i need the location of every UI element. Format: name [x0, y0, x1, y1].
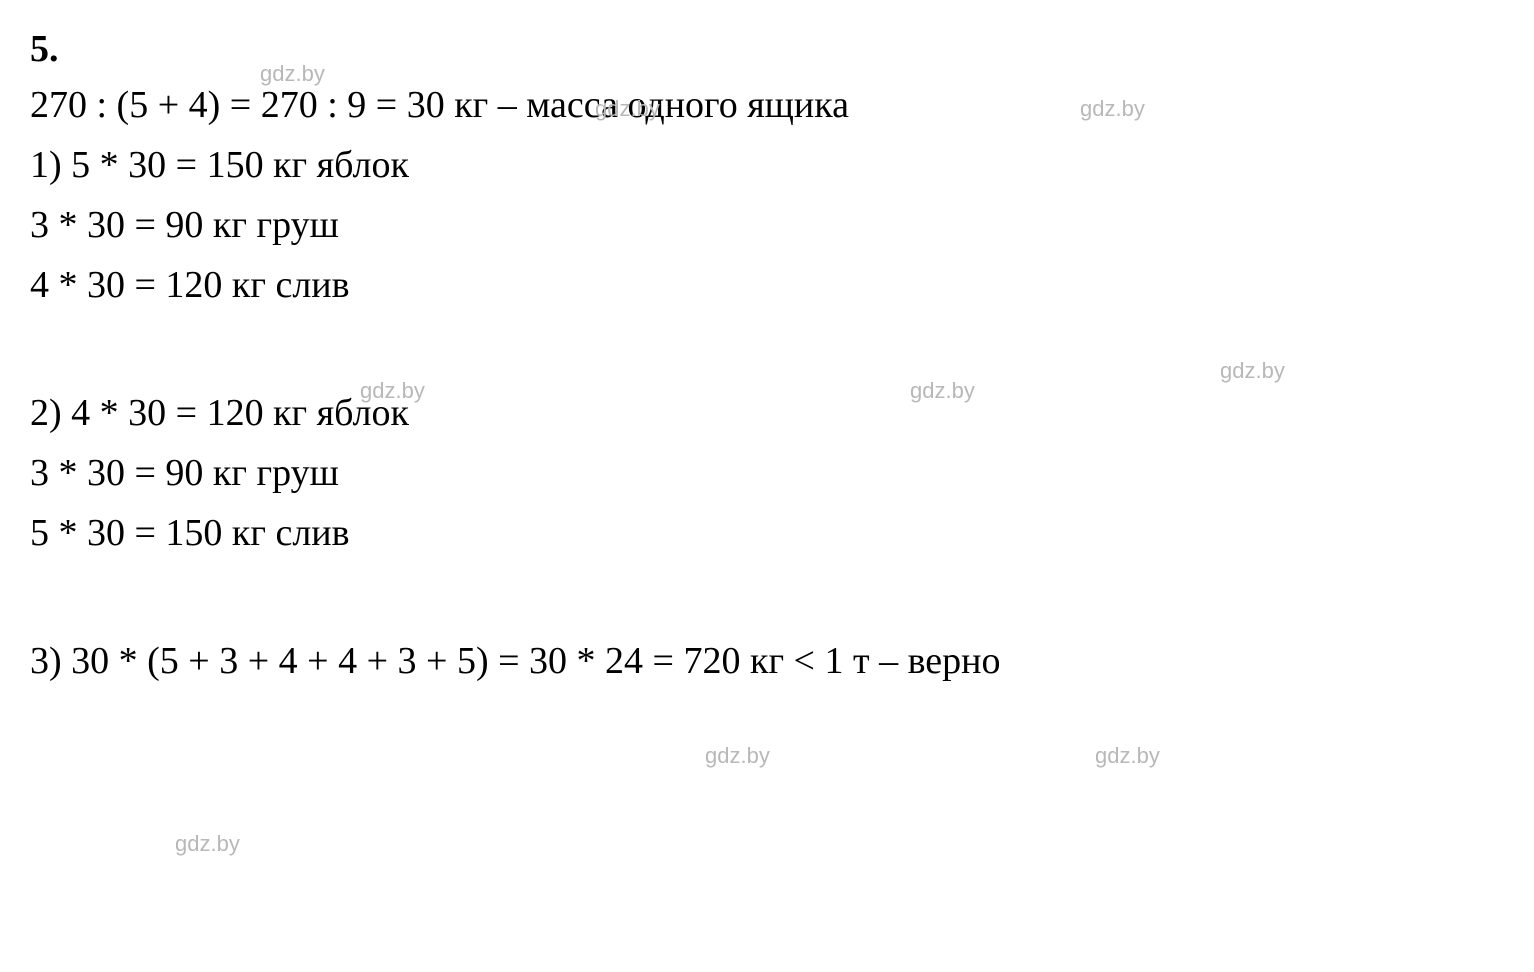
- watermark-5: gdz.by: [1220, 360, 1285, 382]
- math-line-0: 270 : (5 + 4) = 270 : 9 = 30 кг – масса …: [30, 86, 1504, 124]
- watermark-7: gdz.by: [1095, 745, 1160, 767]
- math-line-6: 5 * 30 = 150 кг слив: [30, 514, 1504, 552]
- math-line-1: 1) 5 * 30 = 150 кг яблок: [30, 146, 1504, 184]
- problem-number: 5.: [30, 30, 1504, 68]
- watermark-6: gdz.by: [705, 745, 770, 767]
- math-line-5: 3 * 30 = 90 кг груш: [30, 454, 1504, 492]
- math-line-7: 3) 30 * (5 + 3 + 4 + 4 + 3 + 5) = 30 * 2…: [30, 642, 1504, 680]
- math-line-2: 3 * 30 = 90 кг груш: [30, 206, 1504, 244]
- math-line-4: 2) 4 * 30 = 120 кг яблок: [30, 394, 1504, 432]
- watermark-8: gdz.by: [175, 833, 240, 855]
- math-line-3: 4 * 30 = 120 кг слив: [30, 266, 1504, 304]
